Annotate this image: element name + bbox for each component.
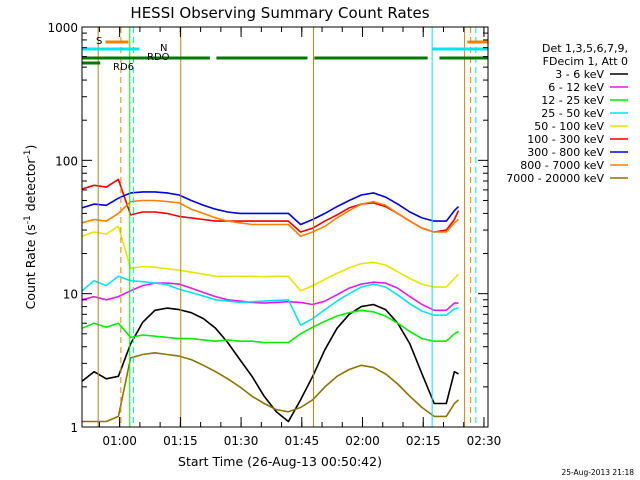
x-tick-label: 01:45 bbox=[285, 434, 320, 448]
y-tick-label: 1 bbox=[70, 421, 78, 435]
series-line-3-6-kev bbox=[81, 303, 459, 423]
x-tick-label: 02:30 bbox=[467, 434, 502, 448]
flag-label-s: S bbox=[96, 36, 102, 47]
legend-label-7000-20000-kev: 7000 - 20000 keV bbox=[506, 172, 604, 185]
legend-label-12-25-kev: 12 - 25 keV bbox=[541, 94, 604, 107]
legend-label-100-300-kev: 100 - 300 keV bbox=[527, 133, 604, 146]
legend-label-50-100-kev: 50 - 100 keV bbox=[534, 120, 604, 133]
series-line-300-800-kev bbox=[81, 191, 460, 226]
plot-frame bbox=[81, 26, 489, 428]
plot-timestamp: 25-Aug-2013 21:18 bbox=[561, 468, 634, 477]
legend-header-line-2: FDecim 1, Att 0 bbox=[543, 55, 628, 68]
flag-label-n: N bbox=[160, 43, 167, 54]
y-tick-label: 100 bbox=[55, 154, 78, 168]
y-axis-label: Count Rate (s-1 detector-1) bbox=[23, 145, 38, 310]
x-tick-label: 01:00 bbox=[102, 434, 137, 448]
x-tick-label: 01:30 bbox=[224, 434, 259, 448]
y-axis-ticks: 1 10 100 1000 bbox=[47, 21, 488, 435]
y-tick-label: 10 bbox=[63, 288, 78, 302]
flag-label-rd6: RD6 bbox=[113, 62, 134, 73]
x-tick-label: 01:15 bbox=[163, 434, 198, 448]
flag-label-rdo: RDO bbox=[147, 52, 170, 63]
x-tick-label: 02:00 bbox=[345, 434, 380, 448]
x-axis-label: Start Time (26-Aug-13 00:50:42) bbox=[178, 454, 382, 469]
legend-label-800-7000-kev: 800 - 7000 keV bbox=[520, 159, 604, 172]
legend-label-300-800-kev: 300 - 800 keV bbox=[527, 146, 604, 159]
legend: Det 1,3,5,6,7,9, FDecim 1, Att 0 3 - 6 k… bbox=[506, 42, 628, 185]
x-tick-label: 02:15 bbox=[406, 434, 441, 448]
legend-label-3-6-kev: 3 - 6 keV bbox=[555, 68, 604, 81]
legend-label-25-50-kev: 25 - 50 keV bbox=[541, 107, 604, 120]
y-tick-label: 1000 bbox=[47, 21, 78, 35]
x-axis-ticks: 01:00 01:15 01:30 01:45 02:00 02:15 02:30 bbox=[98, 27, 502, 448]
series-line-50-100-kev bbox=[81, 225, 460, 292]
chart-title: HESSI Observing Summary Count Rates bbox=[130, 4, 429, 22]
legend-header-line-1: Det 1,3,5,6,7,9, bbox=[542, 42, 628, 55]
series-line-800-7000-kev bbox=[81, 199, 460, 237]
series-line-6-12-kev bbox=[81, 281, 459, 312]
series-layer bbox=[81, 178, 460, 423]
series-line-25-50-kev bbox=[81, 275, 459, 327]
vertical-markers bbox=[97, 27, 477, 427]
legend-label-6-12-kev: 6 - 12 keV bbox=[548, 81, 604, 94]
series-line-12-25-kev bbox=[81, 309, 459, 344]
series-line-7000-20000-kev bbox=[82, 351, 460, 423]
